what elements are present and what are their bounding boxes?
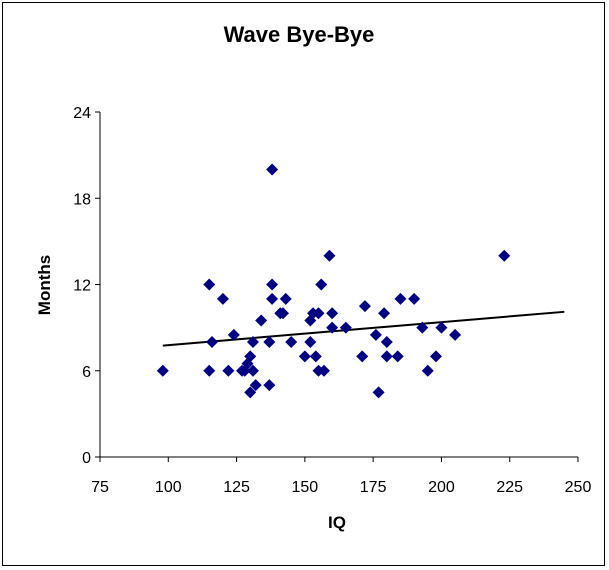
data-point — [266, 292, 279, 305]
data-point — [246, 364, 259, 377]
data-point — [266, 163, 279, 176]
data-point — [156, 364, 169, 377]
data-point — [205, 336, 218, 348]
data-point — [266, 278, 279, 291]
data-point — [356, 350, 369, 363]
y-tick-label: 18 — [73, 191, 91, 208]
data-point — [244, 350, 257, 363]
data-point — [421, 364, 434, 377]
data-point — [216, 292, 229, 305]
data-point — [339, 321, 352, 334]
y-axis-title: Months — [35, 255, 54, 315]
data-point — [244, 386, 257, 399]
data-point — [222, 364, 235, 377]
data-point — [435, 321, 448, 334]
data-point — [380, 350, 393, 363]
data-point — [394, 292, 407, 305]
data-point — [249, 379, 262, 392]
data-point — [279, 292, 292, 305]
data-point — [246, 336, 259, 348]
x-tick-label: 125 — [223, 479, 250, 496]
data-point — [323, 249, 336, 262]
x-tick-label: 150 — [292, 479, 319, 496]
data-point — [203, 278, 216, 291]
plot-area: 0 6 12 18 24 75 100 125 150 175 200 225 250 — [73, 105, 591, 496]
data-point — [315, 278, 328, 291]
data-point — [304, 336, 317, 348]
data-point — [326, 307, 339, 320]
y-tick-label: 12 — [73, 278, 91, 295]
data-point — [255, 314, 268, 327]
data-point — [263, 336, 276, 348]
data-point — [380, 336, 393, 348]
data-point — [326, 321, 339, 334]
x-tick-label: 75 — [91, 479, 109, 496]
chart-title: Wave Bye-Bye — [224, 22, 375, 47]
x-tick-label: 225 — [496, 479, 523, 496]
data-point — [498, 249, 511, 262]
data-point — [369, 328, 382, 341]
data-point — [203, 364, 216, 377]
data-point — [358, 300, 371, 313]
data-point — [277, 307, 290, 320]
trendline — [162, 310, 565, 347]
data-point — [312, 307, 325, 320]
x-axis-title: IQ — [328, 513, 346, 532]
data-point — [391, 350, 404, 363]
data-point — [317, 364, 330, 377]
data-point — [416, 321, 429, 334]
chart-frame — [2, 2, 605, 566]
y-tick-label: 6 — [82, 364, 91, 381]
data-point — [449, 328, 462, 341]
x-tick-label: 250 — [565, 479, 592, 496]
x-tick-label: 100 — [155, 479, 182, 496]
data-point — [263, 379, 276, 392]
y-tick-label: 24 — [73, 105, 91, 122]
data-point — [429, 350, 442, 363]
data-point — [408, 292, 421, 305]
x-tick-label: 175 — [360, 479, 387, 496]
data-point — [227, 328, 240, 341]
data-point — [372, 386, 385, 399]
y-tick-label: 0 — [82, 450, 91, 467]
data-point — [285, 336, 298, 348]
data-point — [309, 350, 322, 363]
data-point — [378, 307, 391, 320]
x-tick-label: 200 — [428, 479, 455, 496]
data-point — [298, 350, 311, 363]
